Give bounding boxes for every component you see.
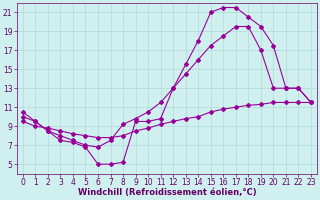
X-axis label: Windchill (Refroidissement éolien,°C): Windchill (Refroidissement éolien,°C)	[77, 188, 256, 197]
